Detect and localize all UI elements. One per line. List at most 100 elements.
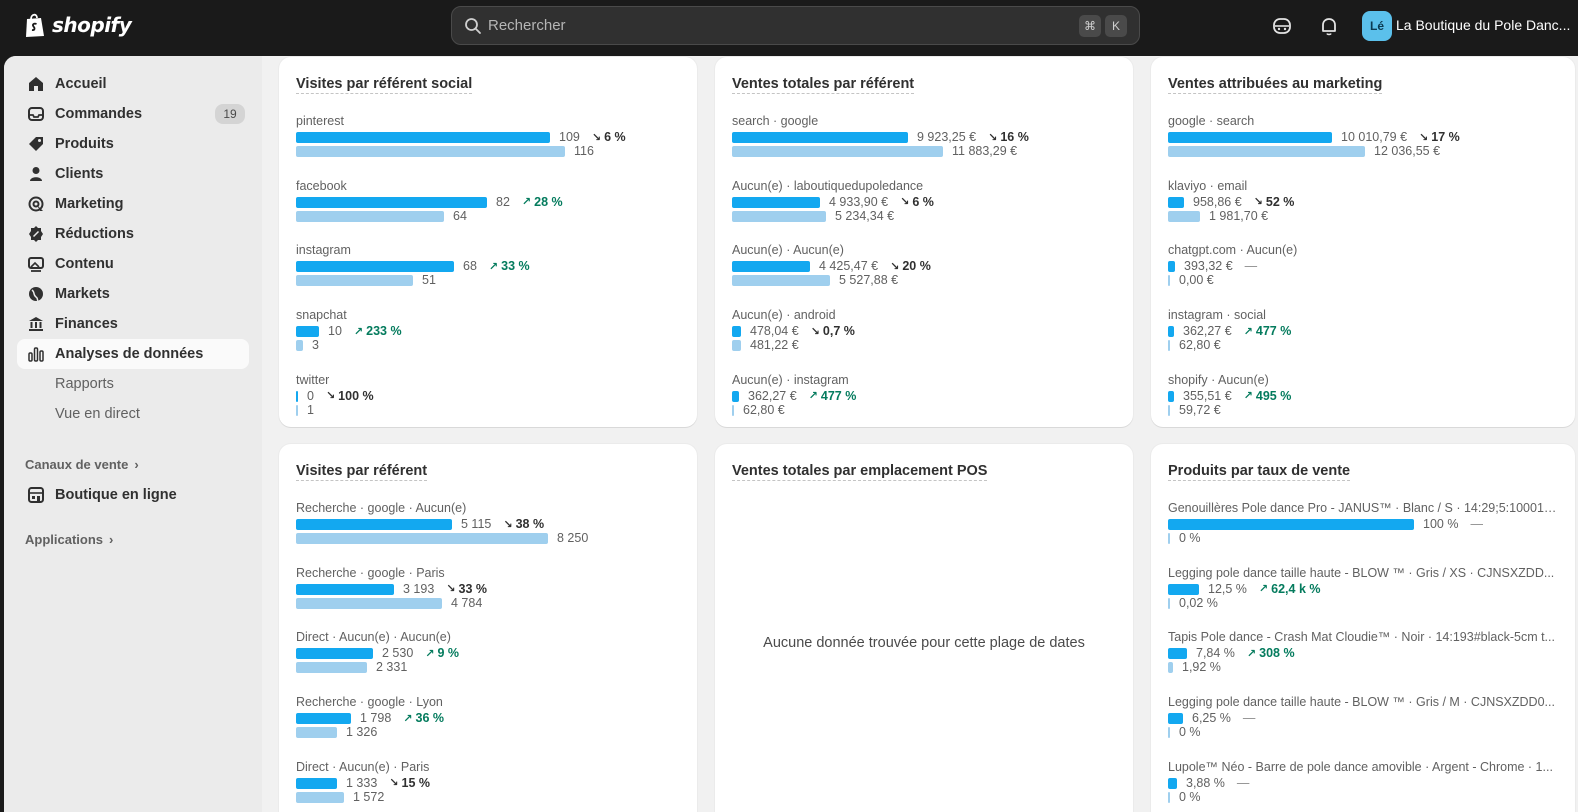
- sidebar-item-markets[interactable]: Markets: [17, 279, 249, 309]
- previous-period-bar[interactable]: [1168, 727, 1170, 739]
- current-period-bar[interactable]: [1168, 519, 1414, 530]
- sidebar-item-reports[interactable]: Rapports: [17, 369, 249, 399]
- sidebar-item-content[interactable]: Contenu: [17, 249, 249, 279]
- card-title[interactable]: Ventes totales par référent: [732, 76, 915, 94]
- previous-period-bar[interactable]: [732, 404, 734, 416]
- sidebar-item-home[interactable]: Accueil: [17, 69, 249, 99]
- bar-row[interactable]: Aucun(e) · Aucun(e) 4 425,47 €5 527,88 € ↘…: [732, 243, 1122, 295]
- sidebar-item-live-view[interactable]: Vue en direct: [17, 399, 249, 429]
- shopify-logo[interactable]: shopify: [24, 12, 132, 38]
- previous-period-bar[interactable]: [1168, 404, 1170, 416]
- previous-period-bar[interactable]: [1168, 533, 1170, 544]
- bar-row[interactable]: Tapis Pole dance - Crash Mat Cloudie™ · …: [1168, 630, 1558, 682]
- sidebar-item-products[interactable]: Produits: [17, 129, 249, 159]
- current-period-bar[interactable]: [1168, 196, 1184, 208]
- previous-period-bar[interactable]: [1168, 340, 1170, 352]
- bar-row[interactable]: Legging pole dance taille haute - BLOW ™…: [1168, 695, 1558, 747]
- card-title[interactable]: Visites par référent social: [296, 76, 473, 94]
- card-title[interactable]: Ventes attribuées au marketing: [1168, 76, 1383, 94]
- current-period-bar[interactable]: [1168, 648, 1187, 660]
- bar-row[interactable]: Recherche · google · Paris 3 193 4 784 ↘ 33 …: [296, 566, 686, 618]
- current-period-bar[interactable]: [296, 777, 337, 789]
- bar-row[interactable]: Direct · Aucun(e) · Paris 1 333 1 572 ↘ 15 %: [296, 760, 686, 812]
- previous-period-bar[interactable]: [296, 533, 548, 544]
- card-title[interactable]: Ventes totales par emplacement POS: [732, 463, 988, 481]
- previous-period-bar[interactable]: [1168, 662, 1173, 674]
- bar-row[interactable]: instagram 68 51 ↗ 33 %: [296, 243, 686, 295]
- previous-period-bar[interactable]: [296, 146, 565, 157]
- previous-period-bar[interactable]: [296, 210, 444, 222]
- previous-period-bar[interactable]: [296, 340, 303, 352]
- card-title[interactable]: Visites par référent: [296, 463, 428, 481]
- sales-channels-section[interactable]: Canaux de vente ›: [25, 457, 139, 472]
- previous-period-bar[interactable]: [732, 146, 943, 157]
- bar-row[interactable]: pinterest 109 116 ↘ 6 %: [296, 114, 686, 166]
- previous-period-bar[interactable]: [296, 662, 367, 674]
- bar-row[interactable]: chatgpt.com · Aucun(e) 393,32 €0,00 € —: [1168, 243, 1558, 295]
- previous-period-bar[interactable]: [1168, 791, 1170, 803]
- bar-row[interactable]: Aucun(e) · android 478,04 €481,22 € ↘ 0,7 %: [732, 308, 1122, 360]
- previous-period-bar[interactable]: [296, 404, 298, 416]
- sidebar-item-discounts[interactable]: Réductions: [17, 219, 249, 249]
- current-period-bar[interactable]: [296, 261, 454, 273]
- current-period-bar[interactable]: [296, 713, 351, 725]
- sidebar-item-analytics[interactable]: Analyses de données: [17, 339, 249, 369]
- current-period-bar[interactable]: [1168, 713, 1183, 725]
- previous-period-bar[interactable]: [732, 210, 826, 222]
- previous-period-bar[interactable]: [1168, 210, 1200, 222]
- current-period-bar[interactable]: [296, 326, 319, 338]
- current-period-bar[interactable]: [296, 196, 487, 208]
- bar-row[interactable]: shopify · Aucun(e) 355,51 €59,72 € ↗ 495 %: [1168, 373, 1558, 425]
- current-period-bar[interactable]: [1168, 261, 1175, 273]
- bar-row[interactable]: twitter 0 1 ↘ 100 %: [296, 373, 686, 425]
- current-period-bar[interactable]: [296, 583, 394, 595]
- bar-row[interactable]: search · google 9 923,25 €11 883,29 € ↘ 16 …: [732, 114, 1122, 166]
- bell-icon[interactable]: [1318, 15, 1340, 37]
- sidekick-icon[interactable]: [1271, 15, 1293, 37]
- previous-period-bar[interactable]: [1168, 597, 1170, 609]
- previous-period-bar[interactable]: [1168, 275, 1170, 287]
- bar-row[interactable]: Legging pole dance taille haute - BLOW ™…: [1168, 566, 1558, 618]
- bar-row[interactable]: Recherche · google · Aucun(e) 5 115 8 250 ↘…: [296, 501, 686, 553]
- sidebar-item-customers[interactable]: Clients: [17, 159, 249, 189]
- previous-period-bar[interactable]: [296, 597, 442, 609]
- current-period-bar[interactable]: [296, 519, 452, 530]
- bar-row[interactable]: Direct · Aucun(e) · Aucun(e) 2 530 2 331 ↗ 9…: [296, 630, 686, 682]
- current-period-bar[interactable]: [1168, 326, 1174, 338]
- bar-row[interactable]: facebook 82 64 ↗ 28 %: [296, 179, 686, 231]
- card-title[interactable]: Produits par taux de vente: [1168, 463, 1351, 481]
- previous-period-bar[interactable]: [732, 340, 741, 352]
- current-period-bar[interactable]: [732, 390, 739, 402]
- bar-row[interactable]: Aucun(e) · laboutiquedupoledance 4 933,90…: [732, 179, 1122, 231]
- bar-row[interactable]: Recherche · google · Lyon 1 798 1 326 ↗ 36 %: [296, 695, 686, 747]
- bar-row[interactable]: snapchat 10 3 ↗ 233 %: [296, 308, 686, 360]
- bar-row[interactable]: Aucun(e) · instagram 362,27 €62,80 € ↗ 477 …: [732, 373, 1122, 425]
- current-period-bar[interactable]: [296, 390, 298, 402]
- current-period-bar[interactable]: [1168, 390, 1174, 402]
- bar-row[interactable]: klaviyo · email 958,86 €1 981,70 € ↘ 52 %: [1168, 179, 1558, 231]
- store-avatar[interactable]: Lé: [1362, 11, 1392, 41]
- search-bar[interactable]: Rechercher ⌘ K: [451, 6, 1140, 45]
- apps-section[interactable]: Applications ›: [25, 532, 113, 547]
- sidebar-item-finances[interactable]: Finances: [17, 309, 249, 339]
- current-period-bar[interactable]: [732, 261, 810, 273]
- previous-period-bar[interactable]: [296, 275, 413, 287]
- current-period-bar[interactable]: [732, 196, 820, 208]
- bar-row[interactable]: Lupole™ Néo - Barre de pole dance amovib…: [1168, 760, 1558, 812]
- search-input[interactable]: Rechercher: [488, 17, 566, 34]
- previous-period-bar[interactable]: [1168, 146, 1365, 157]
- sidebar-item-marketing[interactable]: Marketing: [17, 189, 249, 219]
- current-period-bar[interactable]: [296, 648, 373, 660]
- bar-row[interactable]: instagram · social 362,27 €62,80 € ↗ 477 %: [1168, 308, 1558, 360]
- current-period-bar[interactable]: [732, 326, 741, 338]
- previous-period-bar[interactable]: [732, 275, 830, 287]
- previous-period-bar[interactable]: [296, 727, 337, 739]
- current-period-bar[interactable]: [1168, 132, 1332, 143]
- previous-period-bar[interactable]: [296, 791, 344, 803]
- bar-row[interactable]: Genouillères Pole dance Pro - JANUS™ · B…: [1168, 501, 1558, 553]
- sidebar-item-orders[interactable]: Commandes 19: [17, 99, 249, 129]
- bar-row[interactable]: google · search 10 010,79 €12 036,55 € ↘ 17…: [1168, 114, 1558, 166]
- store-name[interactable]: La Boutique du Pole Danc...: [1396, 17, 1571, 33]
- current-period-bar[interactable]: [1168, 583, 1199, 595]
- sidebar-item-online-store[interactable]: Boutique en ligne: [17, 480, 249, 510]
